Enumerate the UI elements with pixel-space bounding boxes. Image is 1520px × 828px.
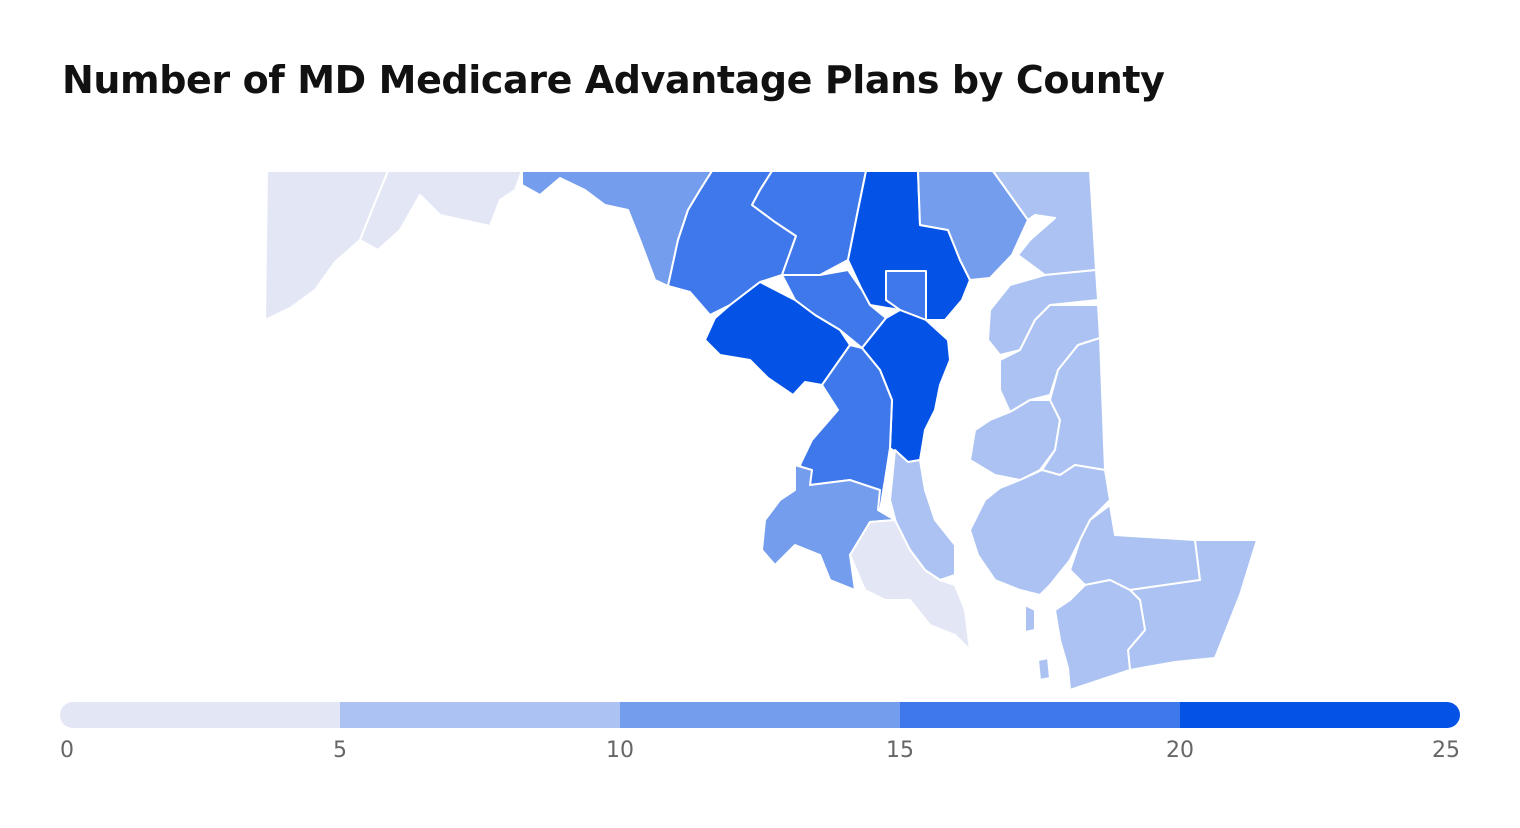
legend-bin-2 [620, 702, 900, 728]
county-montgomery[interactable] [704, 281, 851, 396]
legend-tick-labels: 0 5 10 15 20 25 [0, 738, 1520, 768]
legend-bin-1 [340, 702, 620, 728]
legend-tick-25: 25 [1432, 738, 1460, 763]
county-st-marys[interactable] [849, 519, 971, 651]
legend-tick-15: 15 [886, 738, 914, 763]
chart-title: Number of MD Medicare Advantage Plans by… [62, 58, 1165, 102]
county-somerset[interactable] [1054, 579, 1146, 691]
legend-tick-5: 5 [333, 738, 347, 763]
county-charles[interactable] [761, 464, 896, 591]
legend-bin-0 [60, 702, 340, 728]
legend-tick-0: 0 [60, 738, 74, 763]
legend-tick-10: 10 [606, 738, 634, 763]
county-dorchester[interactable] [969, 464, 1111, 596]
legend-color-scale [60, 702, 1460, 728]
county-somerset-island [1037, 657, 1051, 681]
county-dorchester-island [1024, 604, 1036, 633]
legend-tick-20: 20 [1166, 738, 1194, 763]
legend-bin-4 [1180, 702, 1460, 728]
county-allegany[interactable] [359, 170, 523, 251]
county-cecil[interactable] [992, 170, 1097, 276]
legend-bin-3 [900, 702, 1180, 728]
